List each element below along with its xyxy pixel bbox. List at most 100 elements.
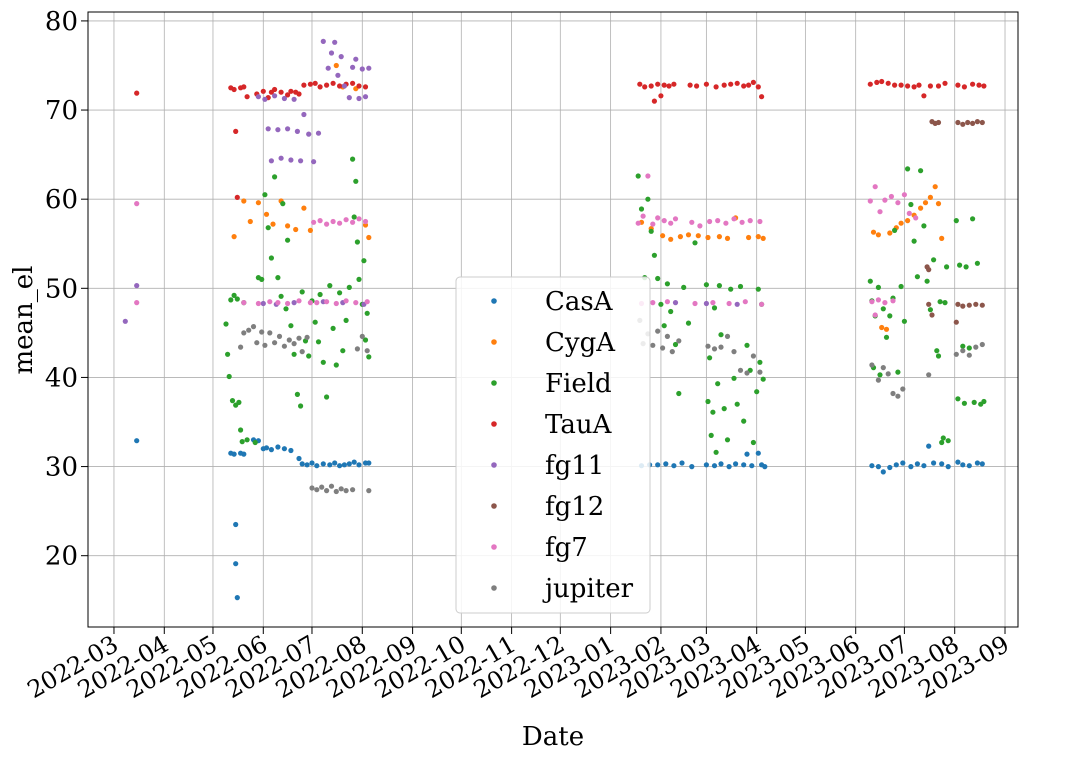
data-point [288, 88, 294, 94]
data-point [755, 234, 761, 240]
data-point [255, 200, 261, 206]
data-point [916, 82, 922, 88]
data-point [672, 216, 679, 222]
data-point [971, 399, 977, 405]
data-point [883, 326, 890, 332]
data-point [337, 83, 343, 89]
data-point [260, 88, 266, 94]
data-point [718, 461, 724, 467]
data-point [955, 396, 961, 402]
data-point [890, 390, 896, 397]
data-point [882, 300, 888, 306]
data-point [362, 94, 369, 100]
data-point [921, 93, 927, 99]
data-point [703, 282, 710, 288]
data-point [285, 223, 291, 229]
data-point [733, 461, 739, 467]
data-point [314, 487, 320, 493]
series-jupiter [238, 317, 985, 495]
data-point [658, 93, 664, 99]
data-point [713, 84, 719, 90]
data-point [703, 300, 710, 307]
data-point [233, 561, 239, 567]
data-point [875, 464, 882, 470]
data-point [918, 205, 924, 211]
data-point [898, 220, 904, 226]
data-point [905, 218, 911, 224]
data-point [872, 184, 878, 190]
data-point [260, 300, 266, 307]
data-point [882, 197, 888, 203]
data-point [750, 439, 757, 446]
data-point [716, 283, 723, 289]
data-point [648, 83, 654, 89]
data-point [908, 201, 914, 208]
data-point [887, 230, 893, 236]
data-point [635, 173, 641, 179]
data-point [226, 373, 232, 380]
data-point [979, 302, 985, 308]
data-point [734, 401, 740, 407]
data-point [970, 81, 976, 87]
data-point [263, 445, 270, 451]
data-point [356, 95, 362, 102]
data-point [320, 38, 326, 45]
data-point [366, 354, 372, 360]
data-point [741, 418, 747, 424]
data-point [760, 376, 766, 382]
data-point [346, 284, 352, 290]
data-point [328, 50, 335, 56]
data-point [715, 218, 721, 224]
data-point [724, 333, 731, 339]
data-point [268, 255, 274, 261]
data-point [929, 312, 935, 318]
data-point [966, 345, 972, 351]
y-tick-label: 50 [45, 274, 78, 304]
plot-area-frame [87, 11, 1019, 628]
data-point [296, 335, 302, 341]
data-point [359, 333, 365, 339]
data-point [739, 219, 745, 225]
data-point [741, 83, 747, 89]
data-point [645, 173, 651, 179]
data-point [272, 174, 278, 180]
data-point [293, 226, 299, 233]
data-point [314, 463, 320, 469]
series-fg7 [134, 173, 919, 318]
data-point [350, 219, 356, 225]
data-point [927, 307, 934, 313]
data-point [713, 449, 719, 455]
data-point [309, 485, 315, 491]
data-point [935, 353, 942, 359]
data-point [935, 201, 942, 207]
data-point [870, 229, 877, 235]
data-point [926, 443, 932, 449]
data-point [755, 286, 761, 292]
data-point [885, 80, 891, 86]
data-point [307, 227, 313, 233]
data-point [291, 351, 297, 357]
data-point [705, 343, 711, 349]
data-point [338, 54, 344, 60]
data-point [337, 220, 343, 226]
data-point [291, 341, 297, 347]
data-point [942, 300, 948, 306]
data-point [324, 488, 330, 494]
data-point [921, 463, 927, 469]
data-point [960, 121, 966, 127]
data-point [970, 216, 976, 222]
data-point [944, 264, 950, 270]
data-point [272, 86, 278, 93]
data-point [746, 234, 752, 241]
data-point [935, 83, 942, 89]
series-TauA [134, 78, 987, 200]
data-point [304, 462, 310, 468]
data-point [664, 299, 671, 305]
data-point [875, 297, 882, 303]
data-point [281, 343, 287, 349]
data-point [669, 349, 675, 355]
data-point [362, 218, 369, 225]
data-point [291, 300, 297, 306]
data-point [731, 349, 737, 355]
data-point [283, 306, 289, 312]
